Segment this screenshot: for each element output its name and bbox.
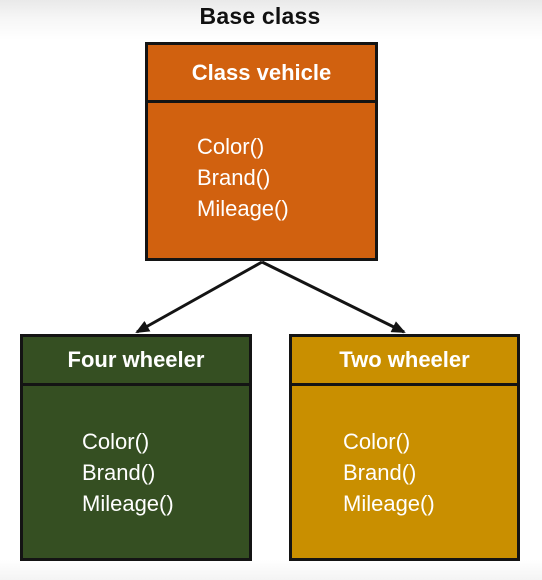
two-wheeler-title: Two wheeler [292, 337, 517, 386]
method-mileage: Mileage() [82, 491, 174, 516]
four-wheeler-title: Four wheeler [23, 337, 249, 386]
method-color: Color() [343, 429, 411, 454]
base-class-box: Class vehicle Color() Brand() Mileage() [145, 42, 378, 261]
base-class-title: Class vehicle [148, 45, 375, 103]
method-mileage: Mileage() [197, 196, 289, 221]
method-color: Color() [82, 429, 150, 454]
four-wheeler-box: Four wheeler Color() Brand() Mileage() [20, 334, 252, 561]
two-wheeler-methods: Color() Brand() Mileage() [343, 426, 435, 519]
method-brand: Brand() [82, 460, 156, 485]
arrow-to-two-wheeler [261, 260, 406, 334]
arrow-to-four-wheeler [135, 260, 263, 334]
method-brand: Brand() [197, 165, 271, 190]
two-wheeler-box: Two wheeler Color() Brand() Mileage() [289, 334, 520, 561]
diagram-heading: Base class [199, 3, 321, 29]
base-class-methods: Color() Brand() Mileage() [197, 131, 289, 224]
method-mileage: Mileage() [343, 491, 435, 516]
method-color: Color() [197, 134, 265, 159]
four-wheeler-methods: Color() Brand() Mileage() [82, 426, 174, 519]
method-brand: Brand() [343, 460, 417, 485]
